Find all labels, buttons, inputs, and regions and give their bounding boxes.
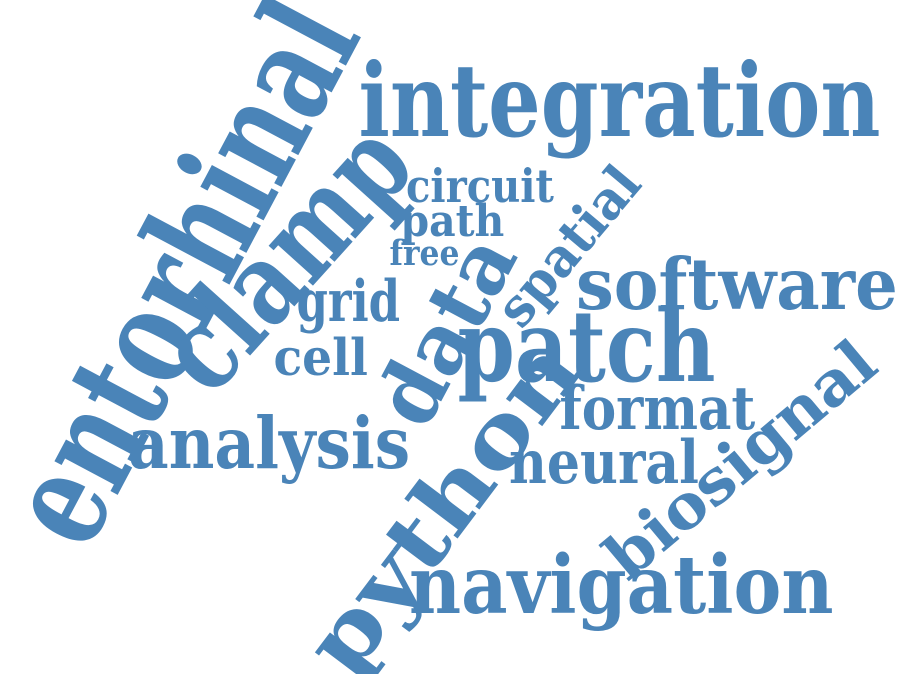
word-free: free	[388, 233, 459, 274]
word-software: software	[575, 241, 898, 326]
word-neural: neural	[508, 428, 699, 498]
word-circuit: circuit	[405, 159, 554, 213]
word-patch: patch	[457, 288, 716, 405]
word-grid: grid	[295, 267, 400, 335]
word-path: path	[399, 196, 504, 247]
word-cell: cell	[273, 326, 368, 387]
word-format: format	[558, 374, 755, 444]
word-integration: integration	[358, 40, 880, 160]
word-navigation: navigation	[409, 536, 834, 632]
word-analysis: analysis	[128, 400, 411, 485]
